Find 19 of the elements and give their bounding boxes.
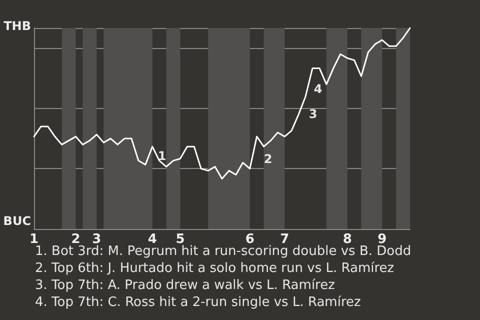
- text: 4. Top 7th: C. Ross hit a 2-run single vs L. Ramírez: [35, 295, 362, 310]
- annotation: 2: [264, 152, 272, 166]
- x-tick-label: 3: [92, 232, 102, 247]
- text: 3. Top 7th: A. Prado drew a walk vs L. Ramírez: [35, 278, 336, 293]
- annotation: 3: [308, 107, 318, 121]
- x-tick-label: 7: [280, 232, 290, 247]
- x-tick-label: 6: [245, 232, 254, 247]
- annotation: 1: [158, 149, 166, 163]
- text: 1. Bot 3rd: M. Pegrum hit a run-scoring double vs B. Dodd: [35, 244, 412, 259]
- x-tick-label: 5: [176, 232, 185, 247]
- text: 2. Top 6th: J. Hurtado hit a solo home run vs L. Ramírez: [35, 261, 394, 276]
- annotation: 4: [314, 82, 322, 96]
- text: THB: [4, 19, 31, 33]
- x-tick-label: 1: [29, 232, 39, 247]
- text: BUC: [3, 214, 32, 228]
- x-tick-label: 9: [378, 232, 387, 247]
- x-tick-label: 4: [148, 232, 157, 247]
- x-tick-label: 2: [71, 232, 80, 247]
- x-tick-label: 8: [342, 232, 352, 247]
